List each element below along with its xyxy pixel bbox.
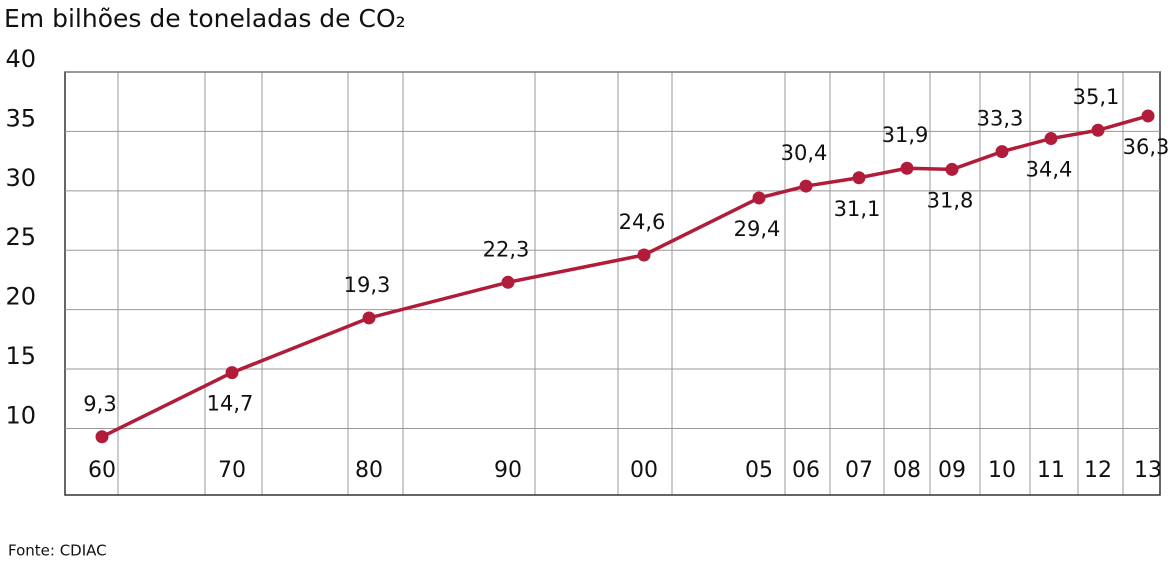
x-tick-label: 11 [1037, 458, 1065, 483]
x-tick-label: 00 [630, 458, 658, 483]
y-tick-label: 20 [5, 283, 36, 311]
x-tick-label: 06 [792, 458, 820, 483]
data-point [995, 145, 1009, 159]
source: Fonte: CDIAC [8, 542, 107, 560]
x-tick-label: 90 [494, 458, 522, 483]
value-label: 34,4 [1026, 158, 1073, 182]
x-tick-label: 09 [938, 458, 966, 483]
y-tick-label: 35 [5, 104, 36, 132]
x-tick-label: 10 [988, 458, 1016, 483]
value-label: 33,3 [977, 107, 1024, 131]
x-tick-label: 07 [845, 458, 873, 483]
value-label: 14,7 [207, 392, 254, 416]
value-label: 31,8 [927, 188, 974, 212]
x-tick-label: 80 [355, 458, 383, 483]
data-point [1141, 109, 1155, 123]
value-label: 36,3 [1123, 135, 1170, 159]
x-tick-label: 12 [1084, 458, 1112, 483]
data-point [501, 275, 515, 289]
data-point [799, 179, 813, 193]
plot-frame [64, 71, 1161, 496]
y-tick-label: 10 [5, 401, 36, 429]
value-label: 19,3 [344, 273, 391, 297]
value-label: 35,1 [1073, 85, 1120, 109]
y-tick-label: 30 [5, 164, 36, 192]
data-point [637, 248, 651, 262]
x-tick-label: 60 [88, 458, 116, 483]
value-label: 30,4 [781, 141, 828, 165]
value-label: 24,6 [619, 210, 666, 234]
data-point [945, 162, 959, 176]
value-label: 31,9 [882, 123, 929, 147]
y-tick-label: 40 [5, 45, 36, 73]
y-tick-label: 15 [5, 342, 36, 370]
data-point [852, 171, 866, 185]
vertical-grid [117, 72, 1124, 495]
data-point [225, 366, 239, 380]
data-point [900, 161, 914, 175]
value-label: 31,1 [834, 197, 881, 221]
data-line [101, 114, 1149, 439]
data-point [95, 430, 109, 444]
value-label: 29,4 [734, 217, 781, 241]
y-tick-label: 25 [5, 223, 36, 251]
x-tick-label: 13 [1134, 458, 1162, 483]
chart-title: Em bilhões de toneladas de CO₂ [4, 4, 406, 33]
value-label: 22,3 [483, 237, 530, 261]
value-label: 9,3 [83, 392, 116, 416]
x-tick-label: 70 [218, 458, 246, 483]
data-point [1044, 132, 1058, 146]
data-point [752, 191, 766, 205]
x-tick-label: 08 [893, 458, 921, 483]
data-point [362, 311, 376, 325]
x-tick-label: 05 [745, 458, 773, 483]
data-point [1091, 123, 1105, 137]
